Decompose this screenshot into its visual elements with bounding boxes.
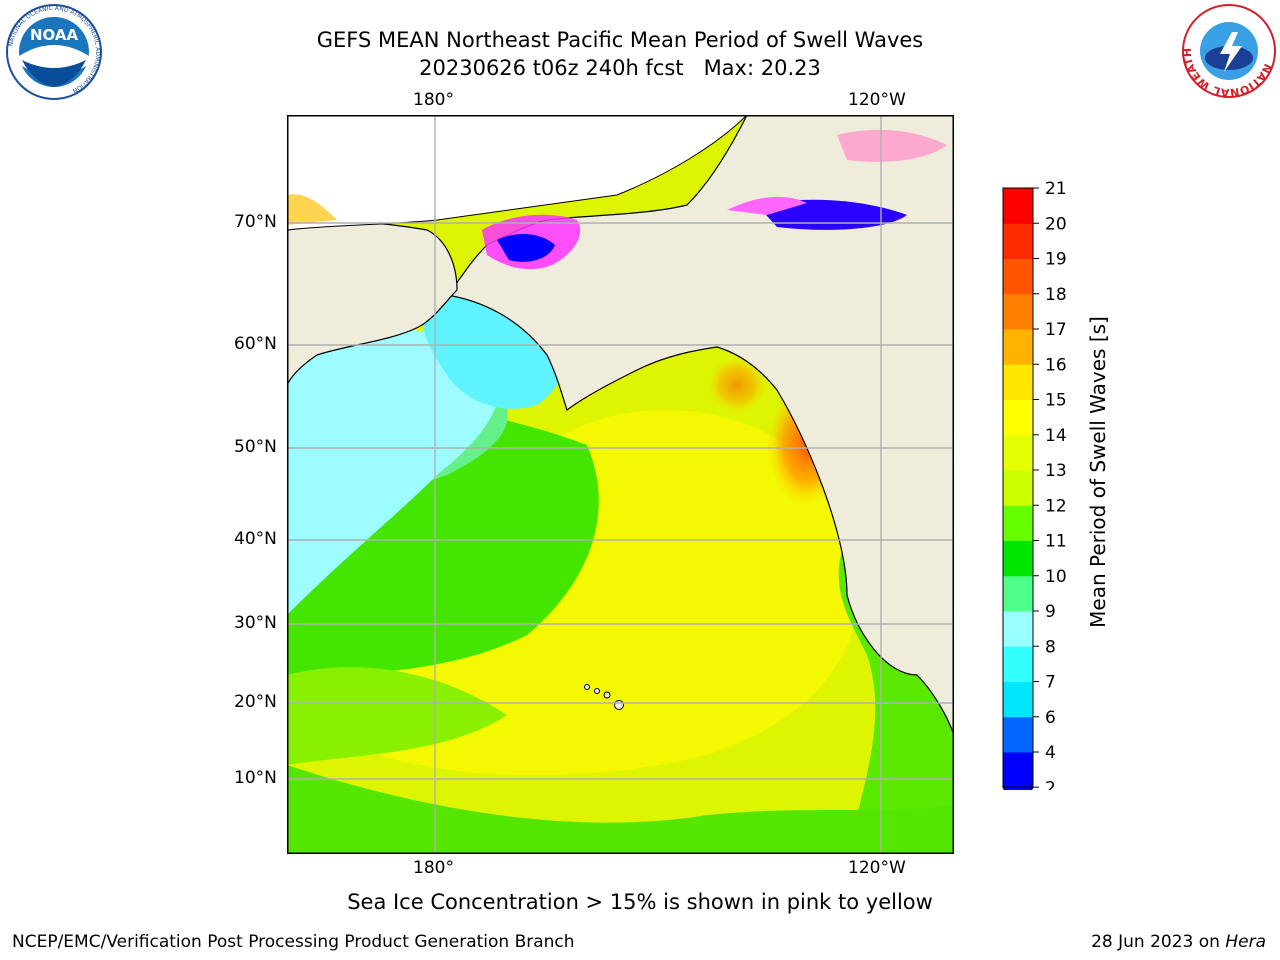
yellow-region (324, 409, 860, 776)
colorbar-segment (1003, 505, 1033, 541)
colorbar-segment (1003, 293, 1033, 330)
colorbar: 2 4 6 7 8 9 10 11 12 13 14 15 16 17 18 19 20 21 (1002, 180, 1067, 790)
top-lon-label-120w: 120°W (848, 90, 906, 110)
colorbar-tick-label: 21 (1045, 180, 1067, 199)
lat-label-30n: 30°N (234, 613, 277, 633)
colorbar-ticks: 2 4 6 7 8 9 10 11 12 13 14 15 16 17 18 19 20 21 (1033, 180, 1067, 790)
title-line-1: GEFS MEAN Northeast Pacific Mean Period … (316, 28, 924, 52)
colorbar-segment (1003, 646, 1033, 682)
colorbar-segment (1003, 188, 1033, 224)
lat-label-10n: 10°N (234, 768, 277, 788)
colorbar-segments (1002, 187, 1034, 790)
colorbar-segment (1003, 752, 1033, 788)
colorbar-tick-label: 18 (1045, 285, 1067, 305)
swell-period-map (287, 115, 954, 854)
lat-label-70n: 70°N (234, 212, 277, 232)
sea-ice-beaufort (727, 196, 807, 215)
sea-ice-note: Sea Ice Concentration > 15% is shown in … (347, 890, 933, 914)
colorbar-outline (1002, 187, 1034, 788)
colorbar-segment (1003, 399, 1033, 436)
light-green-south (287, 667, 507, 765)
colorbar-label: Mean Period of Swell Waves [s] (1086, 316, 1110, 628)
sea-ice-east-siberian (287, 194, 337, 225)
gulf-alaska-hotspot (707, 357, 767, 413)
noaa-logo: NATIONAL OCEANIC AND ATMOSPHERIC ADMINIS… (4, 4, 104, 104)
colorbar-tick-label: 8 (1045, 637, 1056, 657)
colorbar-tick-label: 15 (1045, 391, 1067, 411)
arctic-ocean (287, 115, 748, 231)
lat-label-60n: 60°N (234, 334, 277, 354)
title-line-2: 20230626 t06z 240h fcst Max: 20.23 (419, 56, 821, 80)
colorbar-segment (1003, 364, 1033, 400)
chart-title: GEFS MEAN Northeast Pacific Mean Period … (0, 26, 1240, 82)
bottom-lon-label-120w: 120°W (848, 858, 906, 878)
colorbar-tick-label: 11 (1045, 532, 1067, 552)
colorbar-tick-label: 7 (1045, 673, 1056, 693)
footer-date: 28 Jun 2023 on Hera (1091, 932, 1266, 952)
colorbar-tick-label: 9 (1045, 602, 1056, 622)
colorbar-segment (1003, 329, 1033, 365)
colorbar-tick-label: 2 (1045, 778, 1056, 790)
colorbar-segment (1003, 681, 1033, 718)
sea-ice-blue-core (497, 233, 555, 262)
colorbar-tick-label: 20 (1045, 214, 1067, 234)
colorbar-tick-label: 10 (1045, 567, 1067, 587)
bottom-lon-label-180: 180° (413, 858, 454, 878)
colorbar-tick-label: 12 (1045, 496, 1067, 516)
top-lon-label-180: 180° (413, 90, 454, 110)
colorbar-tick-label: 13 (1045, 461, 1067, 481)
graticule (287, 115, 954, 854)
colorbar-segment (1003, 575, 1033, 612)
colorbar-tick-label: 14 (1045, 426, 1067, 446)
lat-label-20n: 20°N (234, 692, 277, 712)
lat-label-40n: 40°N (234, 529, 277, 549)
colorbar-tick-label: 4 (1045, 743, 1056, 763)
colorbar-tick-label: 19 (1045, 250, 1067, 270)
cyan-region-west (287, 328, 499, 615)
colorbar-segment (1003, 611, 1033, 647)
colorbar-tick-label: 16 (1045, 355, 1067, 375)
colorbar-segment (1003, 540, 1033, 577)
colorbar-segment (1003, 716, 1033, 753)
colorbar-tick-label: 17 (1045, 320, 1067, 340)
footer-credit: NCEP/EMC/Verification Post Processing Pr… (12, 932, 575, 952)
colorbar-segment (1003, 258, 1033, 295)
colorbar-tick-label: 6 (1045, 708, 1056, 728)
colorbar-segment (1003, 470, 1033, 506)
noaa-text: NOAA (30, 26, 79, 44)
green-band-south (287, 765, 954, 854)
sea-ice-archipelago (837, 129, 947, 162)
footer-date-text: 28 Jun 2023 on (1091, 932, 1220, 952)
lat-label-50n: 50°N (234, 437, 277, 457)
nws-logo: NATIONAL WEATHER SERVICE (1176, 0, 1278, 104)
colorbar-segment (1003, 223, 1033, 259)
map-frame (287, 115, 954, 854)
colorbar-segment (1003, 434, 1033, 471)
footer-machine: Hera (1225, 932, 1266, 952)
